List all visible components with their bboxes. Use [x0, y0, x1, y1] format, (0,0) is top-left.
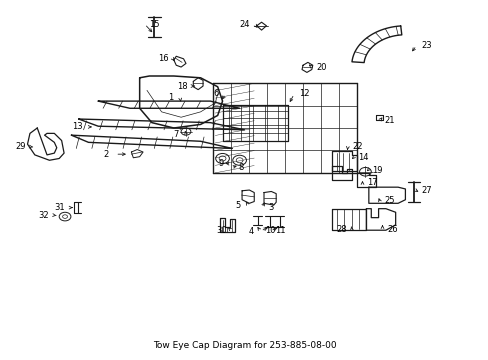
- Text: 5: 5: [235, 201, 240, 210]
- Text: 1: 1: [167, 93, 173, 102]
- Text: 9: 9: [219, 159, 224, 168]
- Text: 26: 26: [386, 225, 397, 234]
- Text: 19: 19: [371, 166, 382, 175]
- Text: 31: 31: [54, 203, 64, 212]
- Text: 25: 25: [383, 196, 394, 205]
- Text: 6: 6: [213, 89, 219, 98]
- Text: 28: 28: [336, 225, 346, 234]
- Text: 27: 27: [420, 186, 431, 195]
- Text: 10: 10: [264, 226, 275, 235]
- Text: 21: 21: [383, 116, 394, 125]
- Text: 11: 11: [274, 226, 285, 235]
- Text: 29: 29: [15, 142, 25, 151]
- Text: Tow Eye Cap Diagram for 253-885-08-00: Tow Eye Cap Diagram for 253-885-08-00: [152, 341, 336, 350]
- Text: 30: 30: [216, 226, 227, 235]
- Text: 2: 2: [102, 150, 108, 159]
- Text: 14: 14: [357, 153, 367, 162]
- Text: 8: 8: [238, 163, 243, 172]
- Text: 16: 16: [158, 54, 168, 63]
- Text: 24: 24: [239, 19, 249, 28]
- Text: 22: 22: [352, 142, 362, 151]
- Text: 32: 32: [38, 211, 49, 220]
- Text: 13: 13: [72, 122, 83, 131]
- Text: 23: 23: [420, 41, 431, 50]
- Text: 20: 20: [316, 63, 326, 72]
- Text: 18: 18: [176, 82, 187, 91]
- Text: 3: 3: [268, 203, 273, 212]
- Text: 12: 12: [298, 89, 308, 98]
- Text: 17: 17: [366, 178, 377, 187]
- Text: 7: 7: [173, 130, 179, 139]
- Text: 15: 15: [149, 19, 159, 28]
- Text: 4: 4: [248, 227, 253, 236]
